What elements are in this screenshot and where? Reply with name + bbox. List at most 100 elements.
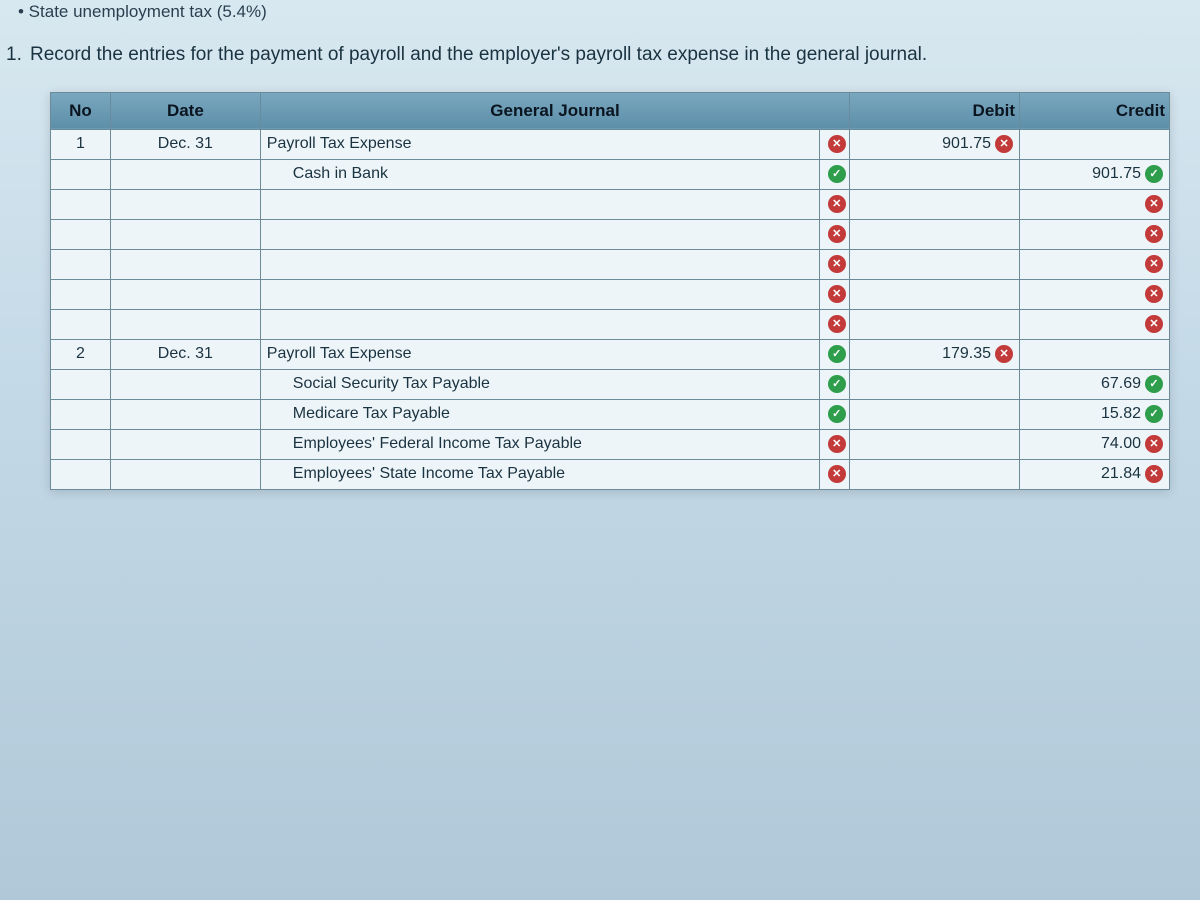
col-header-date: Date (110, 92, 260, 129)
account-label: Payroll Tax Expense (267, 345, 412, 363)
cell-debit[interactable] (850, 429, 1020, 459)
col-header-general-journal: General Journal (260, 92, 849, 129)
x-icon (1145, 225, 1163, 243)
cell-account-status (820, 429, 850, 459)
cell-account-status (820, 339, 850, 369)
table-header-row: No Date General Journal Debit Credit (51, 92, 1170, 129)
cell-no[interactable]: 1 (51, 129, 111, 159)
cell-debit[interactable] (850, 459, 1020, 489)
cell-credit[interactable]: 21.84 (1020, 459, 1170, 489)
cell-date[interactable] (110, 309, 260, 339)
credit-value: 21.84 (1101, 465, 1141, 482)
cell-credit[interactable] (1020, 129, 1170, 159)
cell-credit[interactable] (1020, 309, 1170, 339)
cell-account-status (820, 309, 850, 339)
cell-debit[interactable]: 901.75 (850, 129, 1020, 159)
cell-date[interactable] (110, 249, 260, 279)
x-icon (1145, 315, 1163, 333)
cell-debit[interactable] (850, 369, 1020, 399)
cell-no[interactable] (51, 309, 111, 339)
cell-no[interactable] (51, 429, 111, 459)
x-icon (1145, 285, 1163, 303)
credit-value: 901.75 (1092, 165, 1141, 182)
cell-no[interactable] (51, 219, 111, 249)
cell-no[interactable] (51, 249, 111, 279)
account-label: Social Security Tax Payable (267, 375, 490, 393)
cell-no[interactable]: 2 (51, 339, 111, 369)
cell-account-status (820, 399, 850, 429)
cell-account[interactable]: Cash in Bank (260, 159, 819, 189)
cell-no[interactable] (51, 369, 111, 399)
cell-date[interactable] (110, 399, 260, 429)
cell-credit[interactable]: 15.82 (1020, 399, 1170, 429)
cell-account-status (820, 279, 850, 309)
cell-account[interactable] (260, 219, 819, 249)
table-row: Medicare Tax Payable 15.82 (51, 399, 1170, 429)
x-icon (828, 255, 846, 273)
col-header-no: No (51, 92, 111, 129)
cell-debit[interactable] (850, 279, 1020, 309)
cell-date[interactable] (110, 159, 260, 189)
cell-account[interactable]: Employees' State Income Tax Payable (260, 459, 819, 489)
credit-value: 15.82 (1101, 405, 1141, 422)
instruction-block: 1. Record the entries for the payment of… (0, 22, 1200, 74)
cell-date[interactable] (110, 219, 260, 249)
cell-debit[interactable] (850, 249, 1020, 279)
instruction-number: 1. (6, 42, 26, 68)
cell-account-status (820, 219, 850, 249)
cell-debit[interactable]: 179.35 (850, 339, 1020, 369)
context-bullet: • State unemployment tax (5.4%) (0, 0, 1200, 22)
cell-date[interactable] (110, 189, 260, 219)
cell-date[interactable]: Dec. 31 (110, 339, 260, 369)
table-row: Employees' State Income Tax Payable 21.84 (51, 459, 1170, 489)
cell-credit[interactable]: 67.69 (1020, 369, 1170, 399)
cell-account[interactable]: Social Security Tax Payable (260, 369, 819, 399)
cell-no[interactable] (51, 459, 111, 489)
cell-debit[interactable] (850, 309, 1020, 339)
cell-date[interactable]: Dec. 31 (110, 129, 260, 159)
table-row: Cash in Bank 901.75 (51, 159, 1170, 189)
cell-credit[interactable] (1020, 219, 1170, 249)
cell-date[interactable] (110, 429, 260, 459)
cell-date[interactable] (110, 279, 260, 309)
check-icon (828, 165, 846, 183)
cell-credit[interactable] (1020, 249, 1170, 279)
account-label: Employees' State Income Tax Payable (267, 465, 565, 483)
cell-credit[interactable] (1020, 339, 1170, 369)
cell-account[interactable] (260, 279, 819, 309)
cell-account[interactable] (260, 189, 819, 219)
cell-date[interactable] (110, 459, 260, 489)
cell-no[interactable] (51, 189, 111, 219)
cell-no[interactable] (51, 399, 111, 429)
cell-account-status (820, 369, 850, 399)
cell-account[interactable]: Medicare Tax Payable (260, 399, 819, 429)
cell-account[interactable] (260, 309, 819, 339)
cell-no[interactable] (51, 279, 111, 309)
cell-debit[interactable] (850, 219, 1020, 249)
x-icon (828, 285, 846, 303)
cell-account-status (820, 159, 850, 189)
x-icon (995, 345, 1013, 363)
x-icon (1145, 255, 1163, 273)
col-header-credit: Credit (1020, 92, 1170, 129)
cell-no[interactable] (51, 159, 111, 189)
table-row (51, 189, 1170, 219)
table-row (51, 279, 1170, 309)
cell-account[interactable]: Payroll Tax Expense (260, 129, 819, 159)
cell-credit[interactable] (1020, 189, 1170, 219)
cell-account[interactable]: Employees' Federal Income Tax Payable (260, 429, 819, 459)
cell-credit[interactable]: 901.75 (1020, 159, 1170, 189)
cell-credit[interactable]: 74.00 (1020, 429, 1170, 459)
cell-date[interactable] (110, 369, 260, 399)
cell-account[interactable] (260, 249, 819, 279)
check-icon (828, 375, 846, 393)
cell-account-status (820, 129, 850, 159)
cell-debit[interactable] (850, 399, 1020, 429)
x-icon (995, 135, 1013, 153)
cell-debit[interactable] (850, 189, 1020, 219)
cell-debit[interactable] (850, 159, 1020, 189)
table-row: 1Dec. 31Payroll Tax Expense 901.75 (51, 129, 1170, 159)
cell-credit[interactable] (1020, 279, 1170, 309)
table-row: 2Dec. 31 Payroll Tax Expense 179.35 (51, 339, 1170, 369)
cell-account[interactable]: Payroll Tax Expense (260, 339, 819, 369)
